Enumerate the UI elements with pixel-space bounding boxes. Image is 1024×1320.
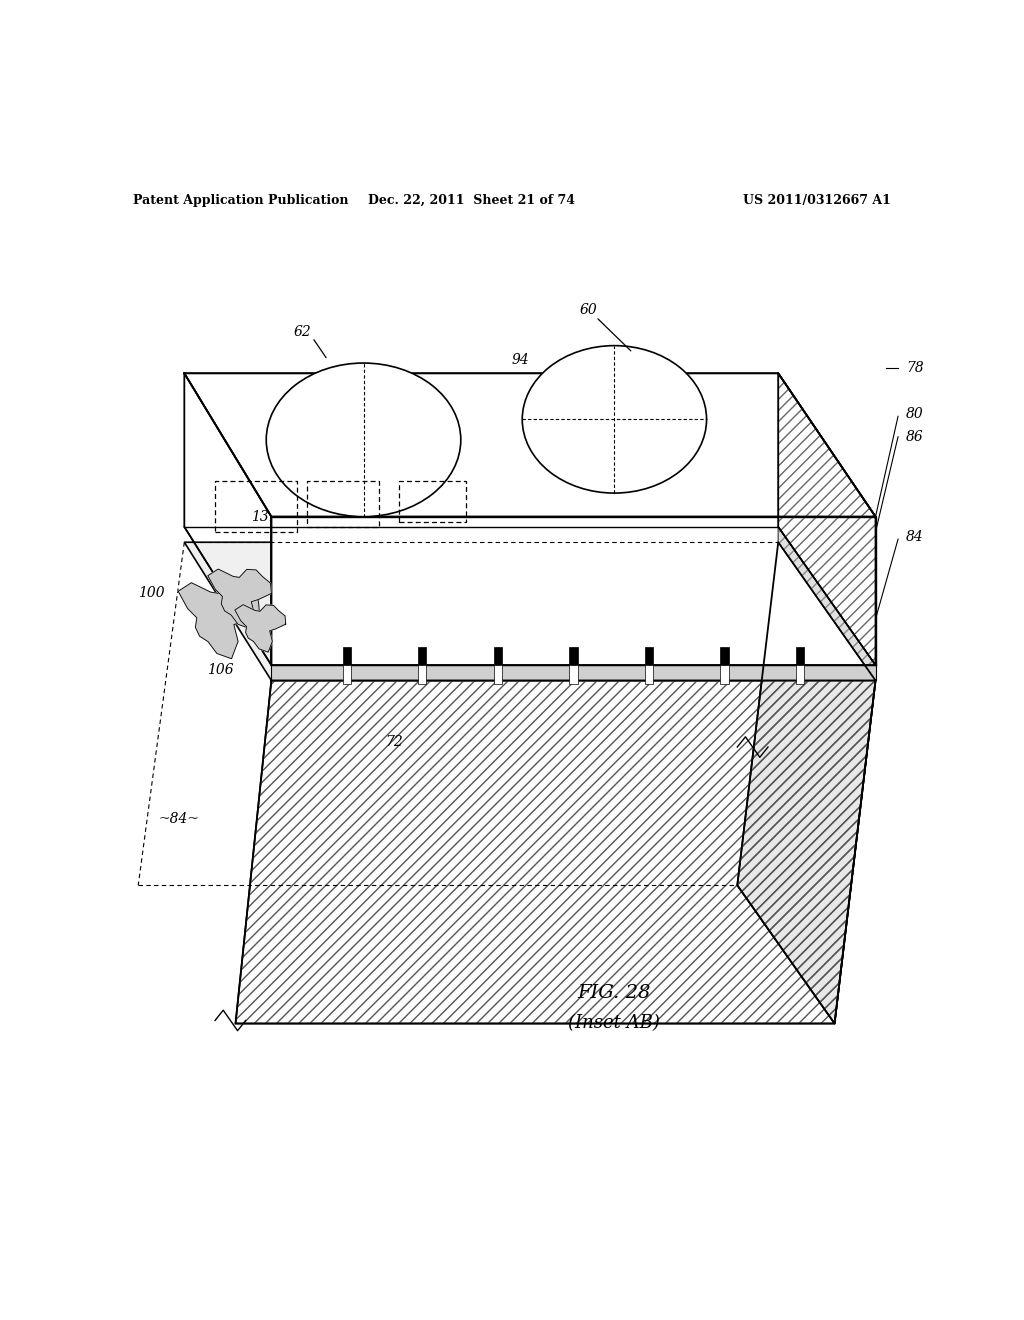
Polygon shape: [494, 647, 502, 665]
Text: 84: 84: [906, 531, 924, 544]
Polygon shape: [796, 647, 804, 665]
Text: 80: 80: [906, 408, 924, 421]
Polygon shape: [208, 569, 271, 628]
Text: 72: 72: [385, 735, 403, 748]
Text: 60: 60: [580, 302, 598, 317]
Text: 131: 131: [434, 607, 461, 620]
Polygon shape: [721, 647, 729, 665]
Text: ~84~: ~84~: [159, 812, 200, 826]
Text: US 2011/0312667 A1: US 2011/0312667 A1: [743, 194, 891, 207]
Polygon shape: [271, 516, 876, 665]
Polygon shape: [343, 665, 351, 684]
Text: 130: 130: [289, 490, 315, 503]
Text: Dec. 22, 2011  Sheet 21 of 74: Dec. 22, 2011 Sheet 21 of 74: [368, 194, 574, 207]
Text: 86: 86: [906, 430, 924, 444]
Polygon shape: [234, 605, 286, 652]
Polygon shape: [184, 543, 876, 681]
Polygon shape: [494, 665, 502, 684]
Polygon shape: [418, 647, 426, 665]
Polygon shape: [796, 665, 804, 684]
Polygon shape: [645, 647, 653, 665]
Ellipse shape: [266, 363, 461, 516]
Text: 100: 100: [138, 586, 165, 601]
Polygon shape: [271, 665, 876, 681]
Polygon shape: [178, 582, 259, 659]
Polygon shape: [645, 665, 653, 684]
Text: 130: 130: [468, 586, 495, 601]
Text: 106: 106: [207, 663, 233, 677]
Text: 74: 74: [626, 520, 644, 533]
Text: 131: 131: [251, 510, 278, 524]
Text: 130: 130: [560, 521, 587, 536]
Text: 62: 62: [293, 325, 311, 339]
Text: Patent Application Publication: Patent Application Publication: [133, 194, 348, 207]
Polygon shape: [418, 665, 426, 684]
Ellipse shape: [522, 346, 707, 494]
Polygon shape: [569, 647, 578, 665]
Polygon shape: [778, 374, 876, 665]
Polygon shape: [343, 647, 351, 665]
Polygon shape: [737, 543, 876, 1023]
Polygon shape: [778, 527, 876, 681]
Text: 94: 94: [351, 455, 370, 470]
Polygon shape: [721, 665, 729, 684]
Text: 78: 78: [906, 362, 924, 375]
Polygon shape: [184, 374, 876, 516]
Text: FIG. 28: FIG. 28: [578, 983, 651, 1002]
Polygon shape: [569, 665, 578, 684]
Polygon shape: [236, 681, 876, 1023]
Text: (Inset AB): (Inset AB): [568, 1015, 660, 1032]
Text: 94: 94: [511, 352, 529, 367]
